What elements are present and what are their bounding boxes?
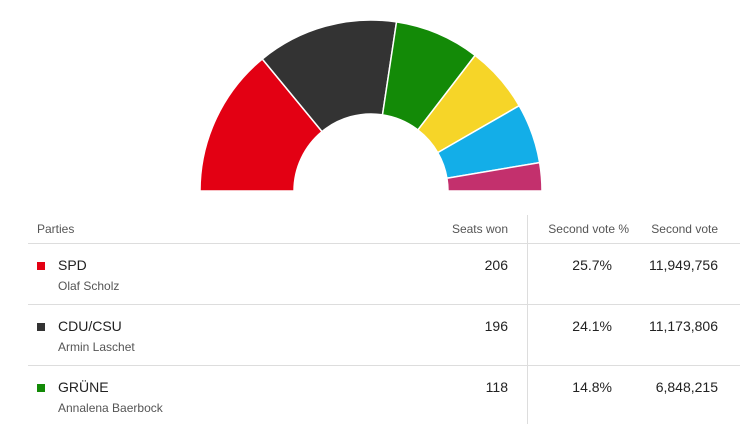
header-votes: Second vote bbox=[651, 222, 718, 236]
party-name: CDU/CSU bbox=[58, 318, 122, 334]
seats-won: 118 bbox=[485, 379, 508, 395]
row-divider bbox=[28, 365, 740, 366]
vote-count: 11,949,756 bbox=[648, 257, 718, 273]
party-color bbox=[37, 323, 45, 331]
vote-percent: 14.8% bbox=[572, 379, 612, 395]
header-seats: Seats won bbox=[451, 222, 508, 236]
header-vote-pct: Second vote % bbox=[548, 222, 629, 236]
hemicycle-chart bbox=[199, 19, 543, 192]
vote-percent: 25.7% bbox=[572, 257, 612, 273]
seats-won: 206 bbox=[484, 257, 508, 273]
party-color bbox=[37, 262, 45, 270]
seat-segment bbox=[261, 19, 398, 133]
party-name: GRÜNE bbox=[58, 379, 109, 395]
vote-count: 11,173,806 bbox=[648, 318, 718, 334]
vote-percent: 24.1% bbox=[572, 318, 612, 334]
party-name: SPD bbox=[58, 257, 87, 273]
column-divider bbox=[527, 215, 528, 424]
header-parties: Parties bbox=[37, 222, 75, 236]
row-divider bbox=[28, 304, 740, 305]
divider bbox=[28, 243, 740, 244]
party-leader: Annalena Baerbock bbox=[58, 401, 163, 415]
party-color bbox=[37, 384, 45, 392]
seat-segment bbox=[446, 161, 543, 192]
seats-won: 196 bbox=[484, 318, 508, 334]
vote-count: 6,848,215 bbox=[655, 379, 718, 395]
party-leader: Olaf Scholz bbox=[58, 279, 120, 293]
party-leader: Armin Laschet bbox=[58, 340, 135, 354]
